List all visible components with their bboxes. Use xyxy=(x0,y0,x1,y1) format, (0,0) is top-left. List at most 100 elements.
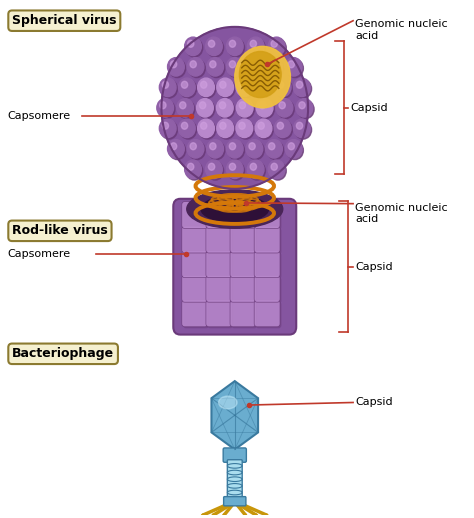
Circle shape xyxy=(228,162,245,180)
Circle shape xyxy=(250,40,256,47)
Circle shape xyxy=(171,143,177,150)
Circle shape xyxy=(297,100,314,119)
Circle shape xyxy=(219,122,226,130)
FancyBboxPatch shape xyxy=(230,226,256,253)
FancyBboxPatch shape xyxy=(230,202,256,228)
Circle shape xyxy=(189,141,205,160)
Circle shape xyxy=(217,119,234,138)
Circle shape xyxy=(276,98,293,117)
Circle shape xyxy=(293,119,310,138)
FancyBboxPatch shape xyxy=(230,251,256,278)
Circle shape xyxy=(247,160,264,179)
Circle shape xyxy=(207,57,224,76)
Circle shape xyxy=(299,102,305,109)
FancyBboxPatch shape xyxy=(207,252,233,279)
FancyBboxPatch shape xyxy=(230,276,256,302)
Circle shape xyxy=(267,59,284,78)
Circle shape xyxy=(258,100,274,119)
Circle shape xyxy=(190,143,196,150)
Circle shape xyxy=(246,57,263,76)
FancyBboxPatch shape xyxy=(183,277,209,304)
Circle shape xyxy=(259,102,265,109)
Circle shape xyxy=(270,162,286,180)
FancyBboxPatch shape xyxy=(254,202,280,228)
Circle shape xyxy=(171,61,177,68)
Circle shape xyxy=(228,59,245,78)
Circle shape xyxy=(186,39,203,57)
Circle shape xyxy=(239,122,245,130)
Text: Capsid: Capsid xyxy=(356,262,393,271)
FancyBboxPatch shape xyxy=(206,202,232,228)
Circle shape xyxy=(270,39,286,57)
Circle shape xyxy=(217,98,233,117)
Text: Genomic nucleic
acid: Genomic nucleic acid xyxy=(356,203,448,224)
FancyBboxPatch shape xyxy=(231,252,257,279)
Circle shape xyxy=(159,119,176,138)
FancyBboxPatch shape xyxy=(254,300,280,327)
Circle shape xyxy=(279,102,285,109)
FancyBboxPatch shape xyxy=(183,228,209,254)
Circle shape xyxy=(237,80,254,98)
Circle shape xyxy=(293,78,310,96)
Circle shape xyxy=(247,37,264,55)
FancyBboxPatch shape xyxy=(182,276,208,302)
Circle shape xyxy=(169,141,186,160)
FancyBboxPatch shape xyxy=(224,497,246,506)
FancyBboxPatch shape xyxy=(231,277,257,304)
FancyBboxPatch shape xyxy=(255,301,282,328)
Circle shape xyxy=(276,80,292,98)
Text: Rod-like virus: Rod-like virus xyxy=(12,224,108,237)
Circle shape xyxy=(229,61,236,68)
Circle shape xyxy=(199,121,216,139)
Circle shape xyxy=(296,98,313,117)
Circle shape xyxy=(249,61,255,68)
Text: Capsomere: Capsomere xyxy=(8,110,71,121)
FancyBboxPatch shape xyxy=(228,459,242,499)
Circle shape xyxy=(256,121,273,139)
Circle shape xyxy=(197,98,213,117)
Circle shape xyxy=(258,122,264,130)
Circle shape xyxy=(187,139,204,158)
FancyBboxPatch shape xyxy=(207,301,233,328)
FancyBboxPatch shape xyxy=(255,203,282,230)
Circle shape xyxy=(227,139,243,158)
FancyBboxPatch shape xyxy=(207,203,233,230)
Circle shape xyxy=(249,39,265,57)
Circle shape xyxy=(274,78,291,96)
Circle shape xyxy=(295,80,311,98)
FancyBboxPatch shape xyxy=(206,251,232,278)
Circle shape xyxy=(218,121,235,139)
Circle shape xyxy=(277,122,283,130)
Circle shape xyxy=(210,143,216,150)
Circle shape xyxy=(249,162,265,180)
FancyBboxPatch shape xyxy=(254,226,280,253)
FancyBboxPatch shape xyxy=(231,228,257,254)
Circle shape xyxy=(256,80,273,98)
Circle shape xyxy=(287,59,303,78)
Circle shape xyxy=(236,119,253,138)
Circle shape xyxy=(201,122,207,130)
Circle shape xyxy=(198,100,215,119)
Circle shape xyxy=(246,139,263,158)
Circle shape xyxy=(182,81,188,88)
Circle shape xyxy=(188,40,194,47)
Circle shape xyxy=(287,141,303,160)
FancyBboxPatch shape xyxy=(223,448,246,462)
Circle shape xyxy=(267,141,284,160)
FancyBboxPatch shape xyxy=(206,300,232,327)
Circle shape xyxy=(162,81,169,88)
Circle shape xyxy=(228,141,245,160)
Circle shape xyxy=(179,119,195,138)
Circle shape xyxy=(247,59,264,78)
Circle shape xyxy=(167,57,184,76)
FancyBboxPatch shape xyxy=(183,301,209,328)
Circle shape xyxy=(201,81,207,88)
Text: Capsid: Capsid xyxy=(351,103,388,113)
FancyBboxPatch shape xyxy=(182,202,208,228)
Circle shape xyxy=(162,27,308,189)
Circle shape xyxy=(209,40,215,47)
FancyBboxPatch shape xyxy=(255,228,282,254)
Circle shape xyxy=(161,121,177,139)
Circle shape xyxy=(285,57,302,76)
Circle shape xyxy=(160,102,166,109)
